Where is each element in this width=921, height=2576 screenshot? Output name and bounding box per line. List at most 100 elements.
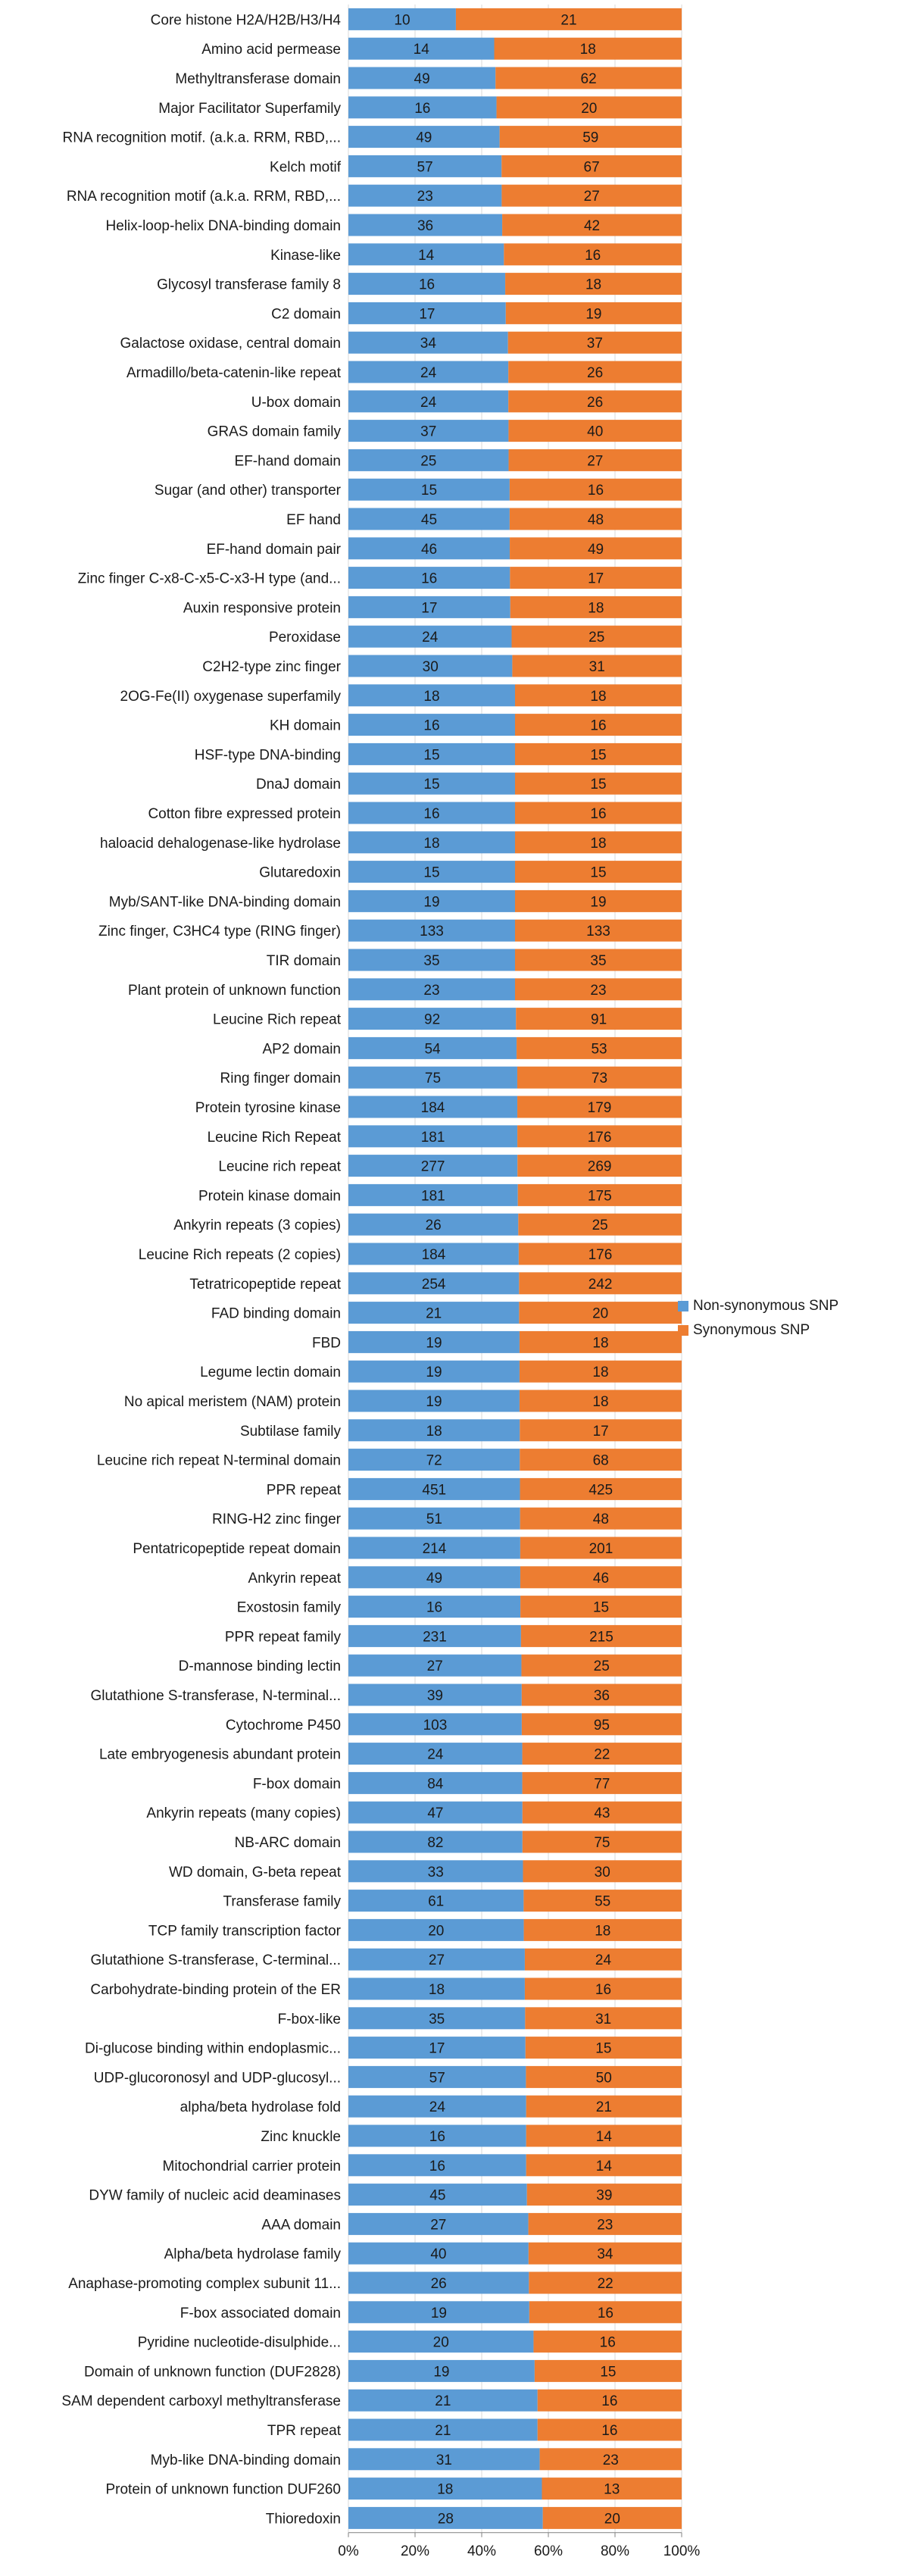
value-label-synonymous-34: 91	[591, 1012, 607, 1028]
category-label-84: Protein of unknown function DUF260	[105, 2482, 341, 2498]
value-label-nonsynonymous-51: 51	[426, 1512, 442, 1527]
value-label-nonsynonymous-57: 39	[427, 1688, 443, 1704]
category-label-66: Glutathione S-transferase, C-terminal...	[90, 1952, 341, 1968]
category-label-45: FBD	[312, 1335, 341, 1351]
value-label-synonymous-65: 18	[595, 1923, 610, 1939]
value-label-synonymous-44: 20	[592, 1306, 608, 1322]
category-label-47: No apical meristem (NAM) protein	[124, 1394, 341, 1410]
x-tick-label-4: 80%	[601, 2543, 629, 2559]
value-label-synonymous-84: 13	[604, 2482, 620, 2498]
value-label-synonymous-29: 15	[590, 865, 606, 881]
category-label-83: Myb-like DNA-binding domain	[151, 2453, 341, 2468]
bar-synonymous-62	[522, 1830, 682, 1853]
category-label-48: Subtilase family	[240, 1424, 342, 1440]
value-label-nonsynonymous-42: 184	[422, 1247, 446, 1263]
bar-nonsynonymous-30	[348, 889, 515, 912]
value-label-synonymous-58: 95	[594, 1718, 610, 1733]
legend-item-synonymous: Synonymous SNP	[678, 1318, 838, 1343]
category-label-1: Amino acid permease	[201, 42, 341, 58]
bar-nonsynonymous-77	[348, 2271, 529, 2294]
value-label-nonsynonymous-74: 45	[429, 2188, 445, 2204]
value-label-nonsynonymous-78: 19	[431, 2306, 447, 2321]
value-label-nonsynonymous-23: 18	[423, 689, 439, 705]
bar-nonsynonymous-36	[348, 1066, 517, 1089]
bar-nonsynonymous-15	[348, 449, 509, 471]
bar-nonsynonymous-38	[348, 1125, 518, 1148]
value-label-nonsynonymous-11: 34	[420, 336, 437, 352]
category-label-32: TIR domain	[267, 953, 341, 969]
value-label-synonymous-39: 269	[588, 1159, 612, 1175]
value-label-nonsynonymous-80: 19	[433, 2364, 449, 2380]
value-label-synonymous-31: 133	[586, 924, 610, 939]
bar-nonsynonymous-63	[348, 1860, 523, 1883]
value-label-nonsynonymous-41: 26	[426, 1218, 442, 1233]
bar-synonymous-7	[502, 214, 682, 236]
value-label-nonsynonymous-9: 16	[419, 277, 435, 293]
bar-synonymous-45	[519, 1330, 682, 1353]
value-label-nonsynonymous-31: 133	[420, 924, 444, 939]
category-labels: Core histone H2A/H2B/H3/H4 Amino acid per…	[61, 12, 341, 2527]
bar-nonsynonymous-20	[348, 596, 510, 618]
bar-synonymous-67	[524, 1977, 682, 2000]
value-label-synonymous-5: 67	[584, 159, 600, 175]
bar-synonymous-35	[517, 1036, 682, 1059]
value-label-nonsynonymous-54: 16	[426, 1600, 442, 1616]
category-label-58: Cytochrome P450	[226, 1718, 341, 1733]
category-label-28: haloacid dehalogenase-like hydrolase	[100, 836, 341, 852]
value-label-nonsynonymous-1: 14	[414, 42, 430, 58]
value-label-nonsynonymous-69: 17	[429, 2041, 445, 2057]
bar-nonsynonymous-21	[348, 625, 512, 648]
bar-synonymous-1	[494, 37, 682, 60]
value-label-nonsynonymous-20: 17	[421, 600, 437, 616]
bar-nonsynonymous-84	[348, 2478, 542, 2500]
category-label-57: Glutathione S-transferase, N-terminal...	[90, 1688, 341, 1704]
value-label-nonsynonymous-62: 82	[427, 1835, 443, 1851]
bar-synonymous-27	[515, 802, 682, 824]
bar-synonymous-26	[515, 772, 682, 795]
bar-nonsynonymous-65	[348, 1918, 524, 1941]
bar-synonymous-64	[523, 1890, 682, 1912]
bar-synonymous-5	[501, 155, 682, 177]
value-label-synonymous-76: 34	[597, 2246, 613, 2262]
value-label-synonymous-71: 21	[596, 2099, 612, 2115]
bar-nonsynonymous-14	[348, 420, 509, 442]
category-label-56: D-mannose binding lectin	[179, 1658, 341, 1674]
bar-synonymous-66	[524, 1948, 682, 1971]
value-label-nonsynonymous-71: 24	[429, 2099, 446, 2115]
value-label-synonymous-62: 75	[594, 1835, 610, 1851]
value-label-nonsynonymous-35: 54	[424, 1041, 441, 1057]
category-label-70: UDP-glucoronosyl and UDP-glucosyl...	[94, 2070, 341, 2086]
bar-nonsynonymous-19	[348, 567, 510, 589]
bar-synonymous-28	[515, 831, 682, 854]
value-label-nonsynonymous-85: 28	[438, 2511, 454, 2527]
value-label-nonsynonymous-70: 57	[429, 2070, 445, 2086]
value-label-nonsynonymous-32: 35	[423, 953, 439, 969]
value-label-nonsynonymous-56: 27	[427, 1658, 443, 1674]
value-label-synonymous-32: 35	[590, 953, 606, 969]
value-label-synonymous-40: 175	[588, 1188, 612, 1204]
bar-nonsynonymous-10	[348, 302, 506, 324]
category-label-44: FAD binding domain	[211, 1306, 341, 1322]
value-label-nonsynonymous-72: 16	[429, 2129, 445, 2145]
x-tick-label-5: 100%	[663, 2543, 701, 2559]
value-labels: 10 21 14 18 49 62 16 20 49 59 57 67 23 27 36 42 14 16 16 18…	[394, 12, 620, 2527]
bar-nonsynonymous-81	[348, 2389, 538, 2412]
bar-synonymous-33	[515, 978, 682, 1001]
value-label-synonymous-4: 59	[582, 130, 598, 146]
value-label-nonsynonymous-76: 40	[430, 2246, 446, 2262]
value-label-nonsynonymous-12: 24	[420, 365, 437, 381]
value-label-nonsynonymous-59: 24	[427, 1747, 444, 1763]
value-label-nonsynonymous-52: 214	[423, 1541, 447, 1557]
bar-synonymous-51	[520, 1507, 682, 1530]
value-label-synonymous-57: 36	[594, 1688, 610, 1704]
bar-nonsynonymous-73	[348, 2154, 526, 2177]
value-label-synonymous-23: 18	[590, 689, 606, 705]
bar-nonsynonymous-24	[348, 714, 515, 736]
bar-synonymous-31	[515, 919, 682, 942]
value-label-nonsynonymous-64: 61	[428, 1894, 444, 1910]
value-label-synonymous-13: 26	[587, 395, 603, 411]
value-label-nonsynonymous-14: 37	[420, 424, 436, 440]
value-label-nonsynonymous-61: 47	[427, 1805, 443, 1821]
category-label-52: Pentatricopeptide repeat domain	[133, 1541, 341, 1557]
bar-nonsynonymous-59	[348, 1743, 523, 1765]
